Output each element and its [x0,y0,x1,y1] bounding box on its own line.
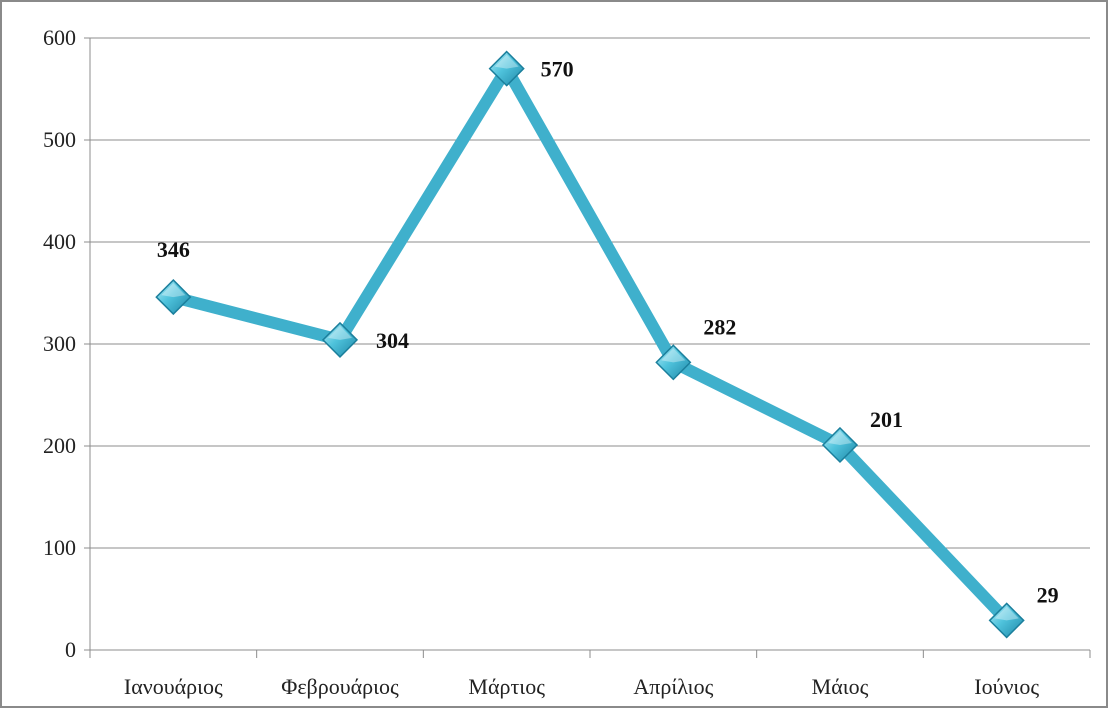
y-tick-label: 500 [43,127,76,152]
data-label: 29 [1037,582,1059,607]
data-label: 570 [541,57,574,82]
x-tick-labels: Ιανουάριος Φεβρουάριος Μάρτιος Απρίλιος Μάιο… [124,674,1039,699]
axes [84,37,1091,658]
y-tick-label: 300 [43,331,76,356]
marker-highlight [328,325,352,340]
diamond-marker [321,321,359,358]
x-tick-label: Ιούνιος [974,674,1039,699]
y-tick-label: 100 [43,535,76,560]
y-tick-labels: 0 100 200 300 400 500 600 [43,25,76,662]
y-tick-label: 600 [43,25,76,50]
x-tick-label: Ιανουάριος [124,674,223,699]
marker-highlight [494,54,519,69]
marker-highlight [828,430,852,445]
data-label: 346 [157,237,190,262]
diamond-marker [655,344,692,381]
y-tick-label: 400 [43,229,76,254]
series-line [167,62,1013,627]
series [155,50,1025,639]
diamond-marker [821,426,859,464]
y-tick-label: 0 [65,637,76,662]
data-label: 282 [703,314,736,339]
y-tick-label: 200 [43,433,76,458]
x-tick-label: Μάρτιος [468,674,545,699]
data-labels: 346 304 570 282 201 29 [157,57,1059,608]
data-label: 201 [870,407,903,432]
x-tick-label: Φεβρουάριος [281,674,399,699]
diamond-marker [988,602,1025,639]
diamond-marker [155,279,192,316]
marker-highlight [161,283,186,298]
diamond-marker [488,50,525,87]
gridlines [90,37,1090,549]
data-label: 304 [376,328,409,353]
marker-highlight [661,348,686,363]
x-tick-label: Μάιος [812,674,869,699]
x-tick-label: Απρίλιος [633,674,713,699]
marker-highlight [994,606,1019,621]
